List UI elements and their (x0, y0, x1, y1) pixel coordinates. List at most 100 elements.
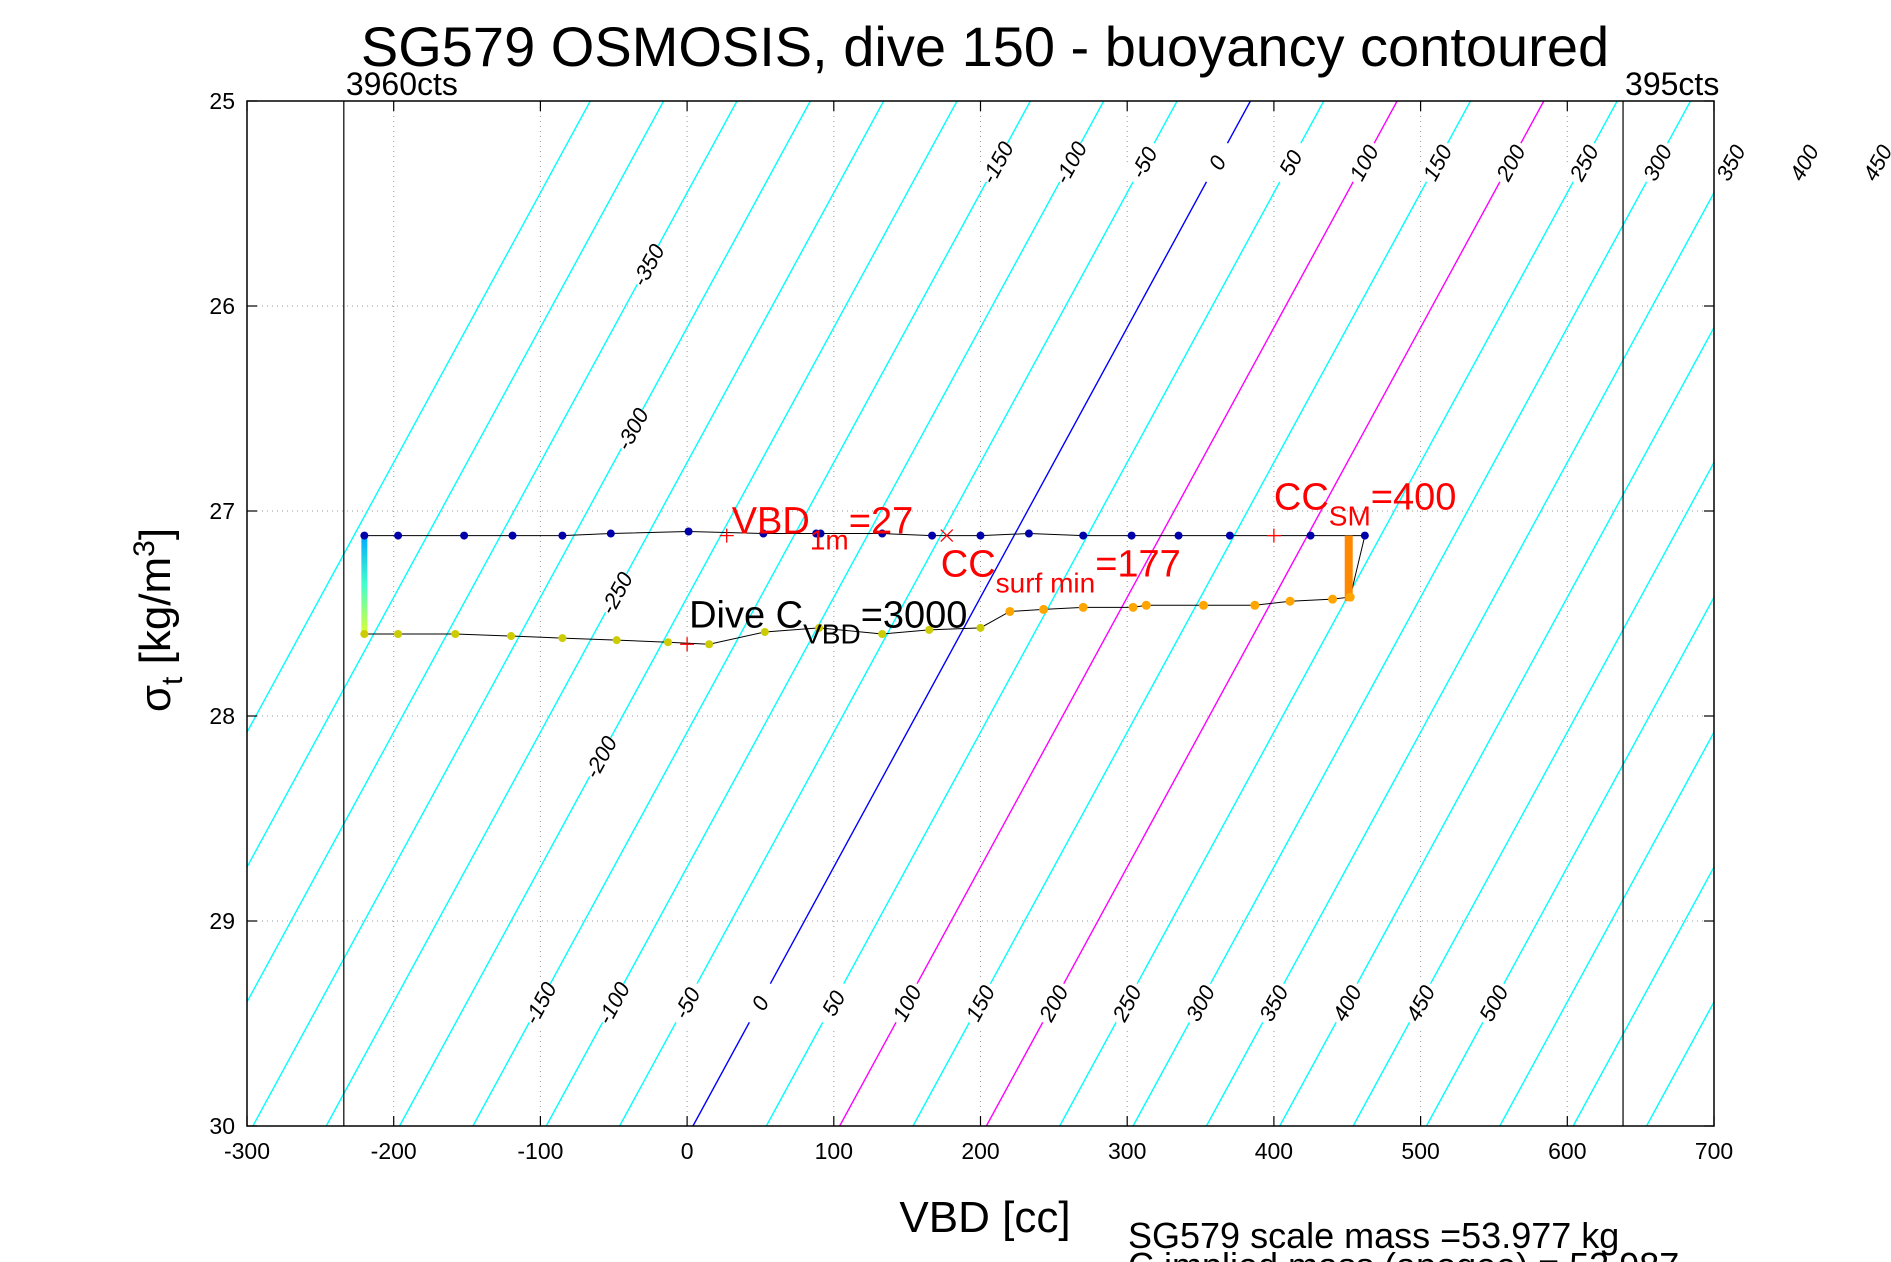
cc-sm-annotation: CCSM=400 (1274, 477, 1456, 532)
data-point (1005, 606, 1015, 616)
contour-line (1352, 460, 1714, 1126)
contour-line (1645, 1000, 1714, 1126)
data-point (558, 531, 567, 540)
contour-label: -350 (627, 239, 670, 290)
contour-label-bg (811, 977, 856, 1029)
data-point (878, 529, 887, 538)
contour-line (839, 101, 1398, 1126)
data-point (1078, 602, 1088, 612)
data-point (1306, 531, 1315, 540)
y-tick-label: 29 (209, 908, 235, 934)
footer-line-2: C implied mass (apogee) = 53.987 (1128, 1245, 1679, 1262)
data-point (1225, 531, 1234, 540)
contour-line (247, 101, 591, 734)
left-transition-bar (361, 535, 368, 634)
contour-label-bg (1104, 977, 1149, 1029)
data-point (558, 634, 567, 643)
contour-line (985, 101, 1545, 1126)
y-tick-label: 27 (209, 498, 235, 524)
contour-label-bg (591, 977, 636, 1029)
contour-label-bg (664, 977, 709, 1029)
x-tick-label: 700 (1695, 1138, 1733, 1164)
data-point (1127, 531, 1136, 540)
x-tick-label: -300 (224, 1138, 270, 1164)
contour-line (1205, 191, 1714, 1126)
grid (247, 101, 1714, 1126)
count-limit-lines: 3960cts 395cts (343, 66, 1719, 1126)
data-point (1039, 604, 1049, 614)
contour-label-bg (1195, 136, 1239, 189)
contour-label: -250 (595, 567, 638, 618)
contour-label: -100 (1049, 137, 1092, 188)
contour-label-bg (1031, 977, 1076, 1029)
x-tick-label: 0 (681, 1138, 694, 1164)
contour-label-bg (1324, 977, 1369, 1029)
contour-line (545, 101, 1105, 1126)
count-limit-label: 3960cts (346, 66, 458, 102)
footer-line-1: SG579 scale mass =53.977 kg (1128, 1215, 1619, 1256)
contour-label-bg (1708, 136, 1753, 189)
y-axis-label: σt [kg/m3] (128, 528, 189, 712)
x-tick-label: -200 (371, 1138, 417, 1164)
contour-line (1572, 865, 1714, 1126)
contour-label: -150 (976, 137, 1019, 188)
data-point (664, 638, 673, 647)
y-tick-label: 28 (209, 703, 235, 729)
data-point (976, 623, 985, 632)
data-point (1360, 531, 1369, 540)
data-point (508, 531, 517, 540)
x-axis-label: VBD [cc] (899, 1193, 1070, 1242)
contour-line (1793, 101, 1891, 1126)
data-point (816, 529, 825, 538)
contour-line (247, 101, 665, 869)
contour-label-bg (1048, 136, 1093, 189)
contour-label-bg (610, 403, 654, 455)
contour-line (1279, 326, 1714, 1126)
contour-line (1867, 101, 1891, 1126)
contour-line (1132, 101, 1692, 1126)
contour-label-bg (1341, 136, 1386, 189)
data-point (760, 627, 769, 636)
dive-c-vbd-annotation: Dive CVBD=3000 (689, 594, 967, 649)
contour-label-bg (625, 239, 670, 291)
contour-label-bg (1635, 136, 1680, 189)
contour-label: -300 (611, 403, 654, 454)
x-tick-label: 400 (1255, 1138, 1293, 1164)
contour-label-bg (737, 977, 782, 1029)
contour-line (1425, 595, 1714, 1126)
data-point (1198, 600, 1208, 610)
contour-label-bg (957, 977, 1002, 1029)
contour-label: -200 (579, 731, 622, 782)
cc-surf-min-marker (940, 529, 954, 543)
y-tick-label: 25 (209, 88, 235, 114)
data-point (1128, 602, 1138, 612)
chart-title: SG579 OSMOSIS, dive 150 - buoyancy conto… (361, 15, 1609, 78)
data-point (1079, 531, 1088, 540)
contour-label-bg (1488, 136, 1533, 189)
data-point (684, 527, 693, 536)
data-point (759, 529, 768, 538)
contour-label: -100 (592, 977, 635, 1028)
contour-line (1499, 730, 1714, 1126)
contour-label-bg (594, 567, 639, 619)
data-point (460, 531, 469, 540)
right-transition-bar (1344, 535, 1353, 602)
data-point (360, 531, 369, 540)
contour-label-bg (1415, 136, 1459, 189)
plot-frame (246, 100, 1715, 1127)
contour-label-bg (517, 977, 562, 1029)
contour-line (472, 101, 1031, 1126)
contour-line (619, 101, 1178, 1126)
contour-labels: -150-100-5005010015020025030035040045050… (517, 136, 1891, 1029)
data-series (360, 527, 1369, 649)
y-tick-label: 30 (209, 1113, 235, 1139)
contour-label-bg (1471, 977, 1516, 1029)
data-point (1141, 600, 1151, 610)
contour-label: -150 (519, 977, 562, 1028)
contour-label-bg (1178, 977, 1222, 1029)
data-point (606, 529, 615, 538)
contour-label-bg (1398, 977, 1442, 1029)
count-limit-label: 395cts (1625, 66, 1719, 102)
contour-label-bg (1561, 136, 1606, 189)
vbd-1m-annotation: VBD1m=27 (732, 501, 914, 556)
